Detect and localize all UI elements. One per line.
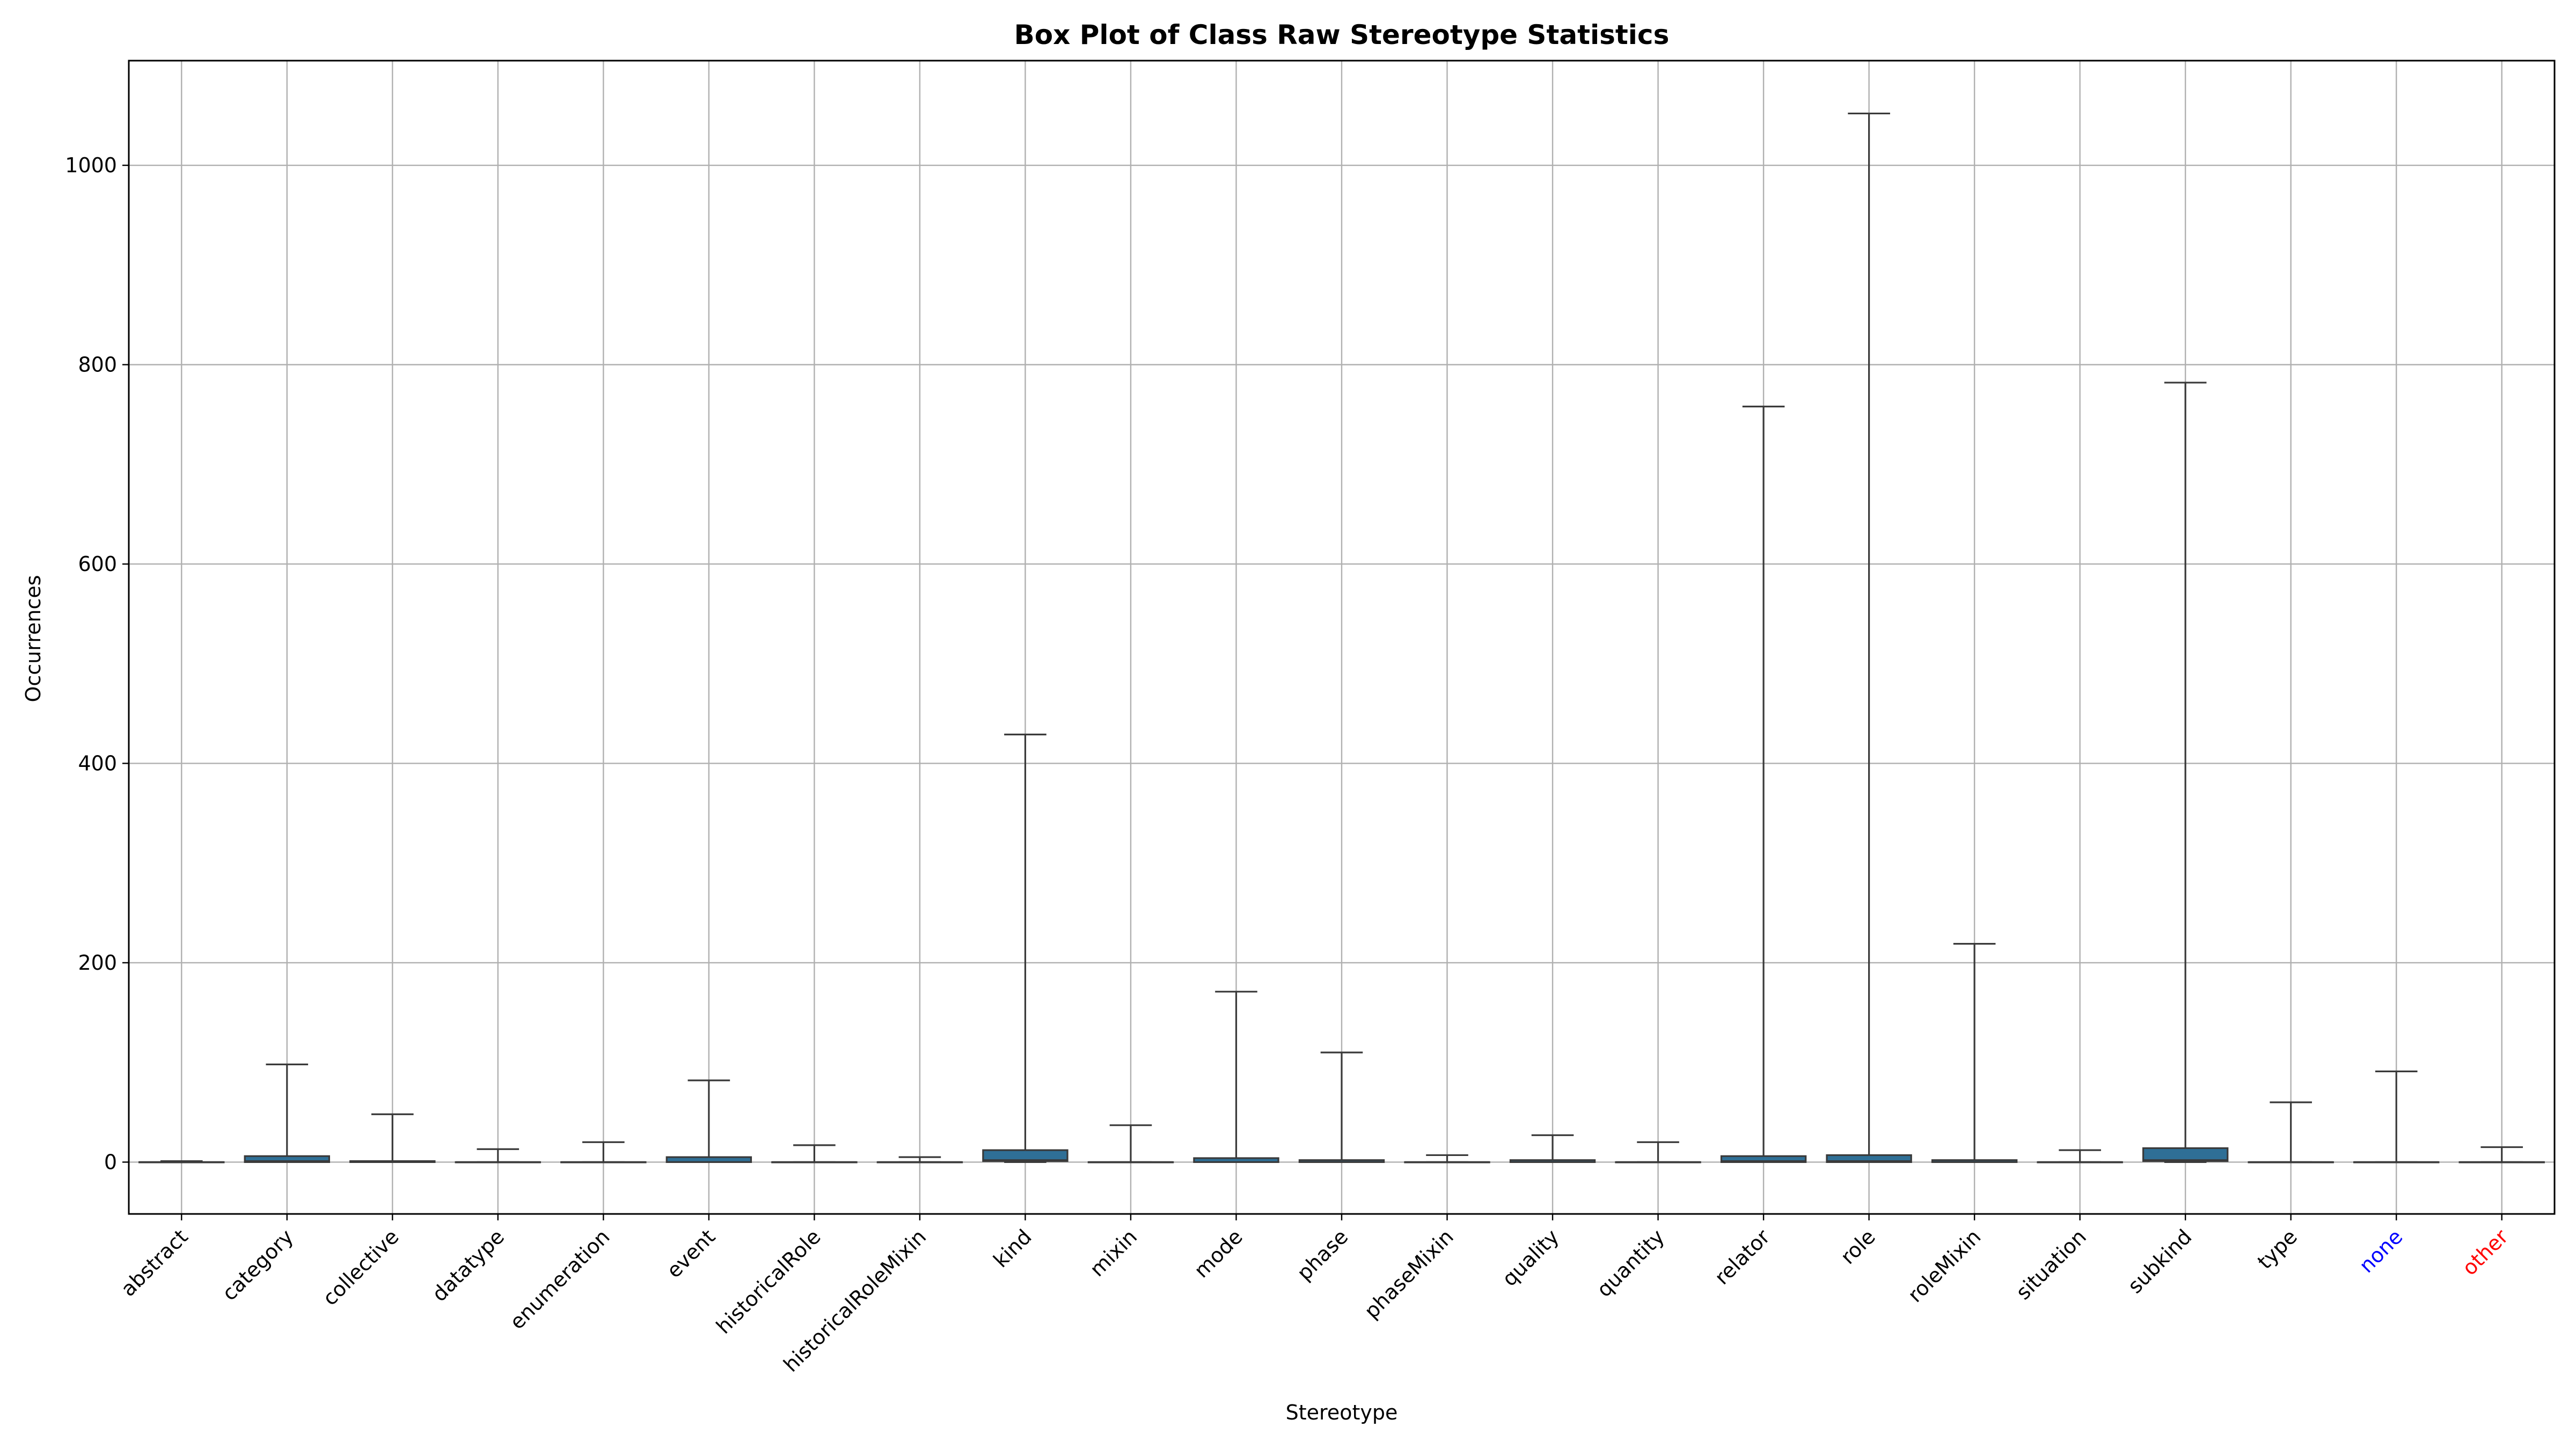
x-tick-label: subkind (2123, 1225, 2196, 1298)
box-roleMixin (1931, 943, 2018, 1163)
box-situation (2037, 1149, 2123, 1163)
box-type (2248, 1101, 2334, 1163)
x-tick-label: role (1836, 1225, 1880, 1269)
box-collective (349, 1113, 436, 1163)
x-tick-label: historicalRole (712, 1225, 825, 1338)
x-tick-label: abstract (116, 1225, 193, 1301)
x-tick-label: event (662, 1225, 720, 1283)
box-other (2458, 1146, 2545, 1163)
y-tick-label: 200 (78, 951, 117, 975)
iqr-box (1720, 1155, 1807, 1163)
box-historicalRoleMixin (876, 1156, 963, 1163)
box-plot-marks (138, 112, 2545, 1163)
box-abstract (138, 1160, 225, 1163)
box-mode (1193, 991, 1279, 1163)
y-tick-label: 800 (78, 353, 117, 377)
box-mixin (1087, 1124, 1174, 1163)
x-tick-label: phase (1292, 1225, 1352, 1285)
x-tick-label: type (2253, 1225, 2302, 1274)
box-quantity (1615, 1141, 1701, 1163)
box-enumeration (560, 1141, 647, 1163)
x-tick-label: roleMixin (1903, 1225, 1985, 1307)
x-tick-label: mode (1190, 1225, 1247, 1282)
y-tick-label: 400 (78, 751, 117, 775)
y-tick-label: 600 (78, 552, 117, 576)
box-historicalRole (771, 1144, 858, 1163)
box-subkind (2142, 382, 2229, 1163)
x-axis-label: Stereotype (1286, 1401, 1398, 1424)
x-tick-label: situation (2011, 1225, 2091, 1304)
box-event (665, 1079, 752, 1163)
grid (129, 61, 2555, 1214)
x-tick-label: enumeration (505, 1225, 614, 1334)
iqr-box (982, 1149, 1069, 1162)
x-tick-label: quality (1497, 1225, 1563, 1291)
box-phaseMixin (1404, 1154, 1490, 1163)
box-category (244, 1063, 330, 1163)
plot-frame (128, 60, 2556, 1215)
y-tick-label: 0 (104, 1150, 117, 1174)
x-tick-label: collective (318, 1225, 404, 1310)
box-none (2353, 1070, 2440, 1163)
box-kind (982, 733, 1069, 1163)
x-tick-label: category (217, 1225, 298, 1305)
x-tick-label: datatype (428, 1225, 509, 1306)
box-phase (1298, 1051, 1385, 1163)
y-axis-label: Occurrences (21, 575, 45, 702)
iqr-box (244, 1155, 330, 1163)
axes: 0 200 400 600 800 1000 abstract category collect… (65, 60, 2556, 1377)
box-relator (1720, 405, 1807, 1163)
iqr-box (2142, 1147, 2229, 1162)
x-tick-label: none (2354, 1225, 2407, 1277)
chart-title: Box Plot of Class Raw Stereotype Statist… (1014, 19, 1670, 50)
x-tick-label: kind (989, 1225, 1036, 1272)
x-tick-label: relator (1710, 1225, 1774, 1289)
x-tick-label: mixin (1085, 1225, 1141, 1281)
y-tick-label: 1000 (65, 153, 117, 177)
box-datatype (455, 1148, 541, 1163)
box-role (1826, 112, 1912, 1163)
x-tick-label: phaseMixin (1360, 1225, 1458, 1323)
x-tick-label: quantity (1592, 1225, 1669, 1301)
x-tick-label: other (2457, 1225, 2513, 1280)
box-quality (1509, 1134, 1596, 1163)
